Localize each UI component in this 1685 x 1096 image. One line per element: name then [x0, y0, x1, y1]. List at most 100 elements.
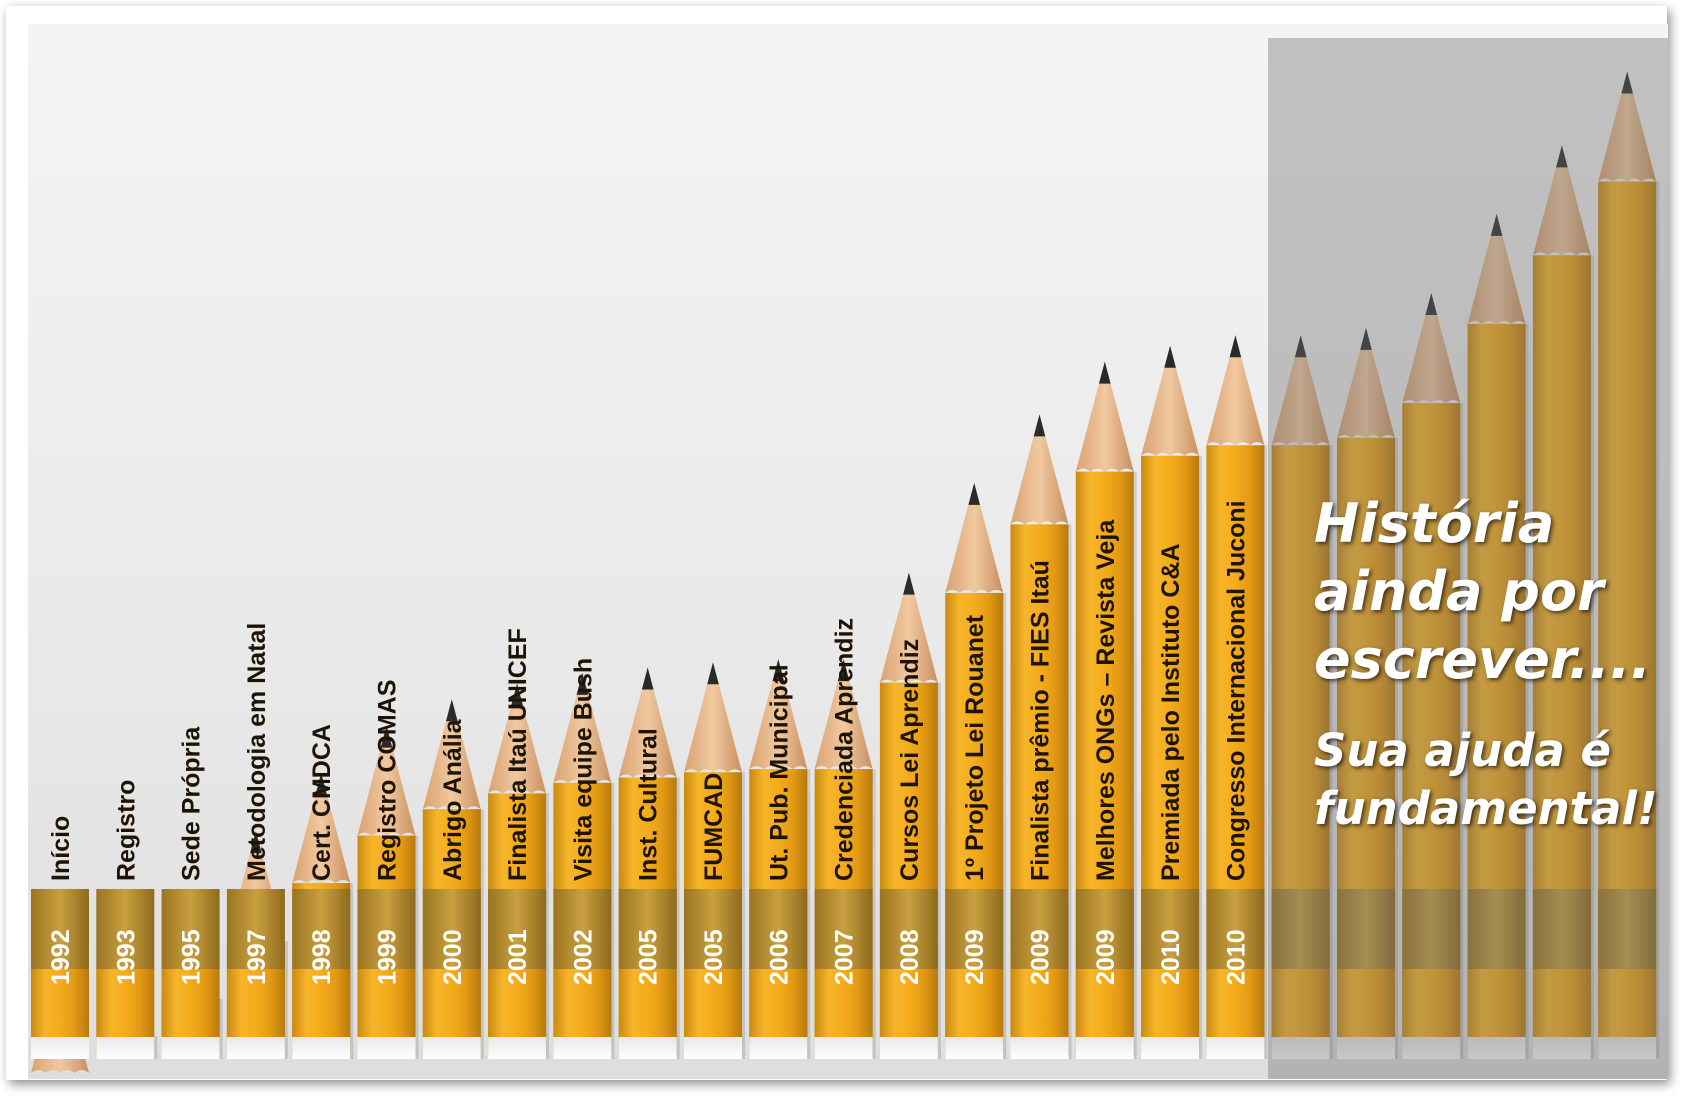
pencil-foot: [1337, 969, 1395, 1037]
pencil-foot: [161, 969, 220, 1037]
pencil-band: [161, 889, 220, 969]
pencil: [1337, 327, 1398, 1060]
pencil-end: [1010, 1037, 1069, 1059]
pencil-wood: [1598, 71, 1657, 182]
pencil-band: [1402, 889, 1461, 969]
pencil-end: [879, 1037, 938, 1059]
pencil-label: Cursos Lei Aprendiz: [896, 639, 924, 881]
pencil-label: Finalista Itaú UNICEF: [504, 628, 532, 881]
pencil-timeline-canvas: Início 1992 Registro 1993 Sede Própria 1995 Me…: [28, 24, 1668, 1079]
pencil-wood: [422, 699, 481, 810]
future-overlay: [1268, 38, 1668, 1079]
pencil-end: [488, 1037, 547, 1059]
pencil-foot: [749, 969, 808, 1037]
pencil-lead: [1294, 335, 1307, 358]
pencil: [1467, 213, 1529, 1059]
pencil-lead: [837, 659, 850, 682]
pencil-end: [1206, 1037, 1265, 1059]
pencil-foot: [553, 969, 612, 1037]
pencil-label: 1º Projeto Lei Rouanet: [961, 614, 989, 881]
pencil-band: [1337, 889, 1395, 969]
pencil-end: [1467, 1037, 1526, 1059]
pencil-end: [553, 1037, 612, 1059]
pencil-band: [814, 889, 873, 969]
pencil-year: 2002: [569, 929, 597, 985]
pencil: Inst. Cultural 2005: [618, 667, 680, 1059]
pencil-foot: [488, 969, 547, 1037]
pencil-lead: [641, 667, 654, 690]
picture-frame: Início 1992 Registro 1993 Sede Própria 1995 Me…: [6, 6, 1668, 1080]
pencil-foot: [684, 969, 742, 1037]
pencil-end: [1337, 1037, 1395, 1059]
pencil-label: Registro COMAS: [374, 680, 402, 881]
pencil-year: 2006: [765, 929, 793, 985]
pencil-year: 2000: [439, 929, 467, 985]
pencil-end: [422, 1037, 481, 1059]
pencil-end: [161, 1037, 220, 1059]
pencil-lead: [1099, 361, 1111, 384]
pencil-year: 2007: [831, 929, 859, 985]
pencil-lead: [380, 725, 393, 748]
pencil-wood: [618, 667, 677, 778]
pencil-foot: [945, 969, 1004, 1037]
pencil: Cert. CMDCA 1998: [292, 724, 354, 1059]
pencil-foot: [226, 969, 285, 1037]
pencil-end: [618, 1037, 677, 1059]
pencil-wood: [1402, 293, 1461, 404]
pencil-year: 2001: [504, 929, 532, 985]
pencil-end: [684, 1037, 742, 1059]
pencil-lead: [250, 831, 262, 854]
pencil-lead: [772, 659, 785, 682]
pencil-lead: [315, 773, 327, 796]
pencil-band: [1271, 889, 1330, 969]
pencil: Melhores ONGs – Revista Veja 2009: [1075, 361, 1137, 1060]
pencil-wood: [1337, 327, 1395, 438]
pencil-foot: [1598, 969, 1657, 1037]
pencil-year: 1998: [308, 929, 336, 985]
pencil-lead: [576, 672, 589, 695]
pencil-foot: [422, 969, 481, 1037]
pencil-year: 2009: [961, 929, 989, 985]
pencil-foot: [96, 969, 155, 1037]
pencil-band: [945, 889, 1004, 969]
pencil-label: Início: [47, 816, 75, 881]
pencil-lead: [511, 683, 523, 706]
pencil-lead: [446, 699, 458, 722]
pencil: Congresso Internacional Juconi 2010: [1206, 335, 1268, 1060]
pencil-wood: [684, 662, 742, 773]
pencil-band: [292, 889, 351, 969]
pencil-band: [879, 889, 938, 969]
pencil-label: Metodologia em Natal: [243, 623, 271, 881]
pencil-label: Visita equipe Bush: [569, 658, 597, 881]
pencil: FUMCAD 2005: [684, 662, 745, 1059]
pencil-label: Sede Própria: [178, 726, 206, 881]
pencil-foot: [292, 969, 351, 1037]
pencil: Cursos Lei Aprendiz 2008: [879, 572, 941, 1059]
pencil: [1532, 145, 1594, 1059]
pencil-wood: [1010, 414, 1069, 525]
pencil-foot: [814, 969, 873, 1037]
message-subtitle: Sua ajuda é fundamental!: [1314, 724, 1658, 835]
pencil-wood: [1206, 335, 1265, 446]
pencil-lead: [1033, 414, 1046, 437]
pencil-wood: [814, 659, 873, 770]
pencil-foot: [1532, 969, 1591, 1037]
pencil-label: Ut. Pub. Municipal: [765, 664, 793, 881]
pencil-band: [488, 889, 547, 969]
pencil-label: Inst. Cultural: [635, 728, 663, 881]
pencil-year: 1995: [178, 929, 206, 985]
pencil-foot: [1467, 969, 1526, 1037]
pencil-band: [684, 889, 742, 969]
pencil-band: [1141, 889, 1200, 969]
pencil-band: [96, 889, 155, 969]
pencil-band: [1532, 889, 1591, 969]
pencil-lead: [707, 662, 719, 685]
pencil-wood: [879, 572, 938, 683]
pencil: Visita equipe Bush 2002: [553, 658, 615, 1059]
pencil: Premiada pelo Instituto C&A 2010: [1141, 345, 1203, 1059]
message-title: História ainda por escrever....: [1314, 492, 1651, 691]
pencil-label: Cert. CMDCA: [308, 724, 336, 881]
pencil-wood: [749, 659, 808, 770]
pencil-band: [226, 889, 285, 969]
pencil-lead: [1229, 335, 1242, 358]
